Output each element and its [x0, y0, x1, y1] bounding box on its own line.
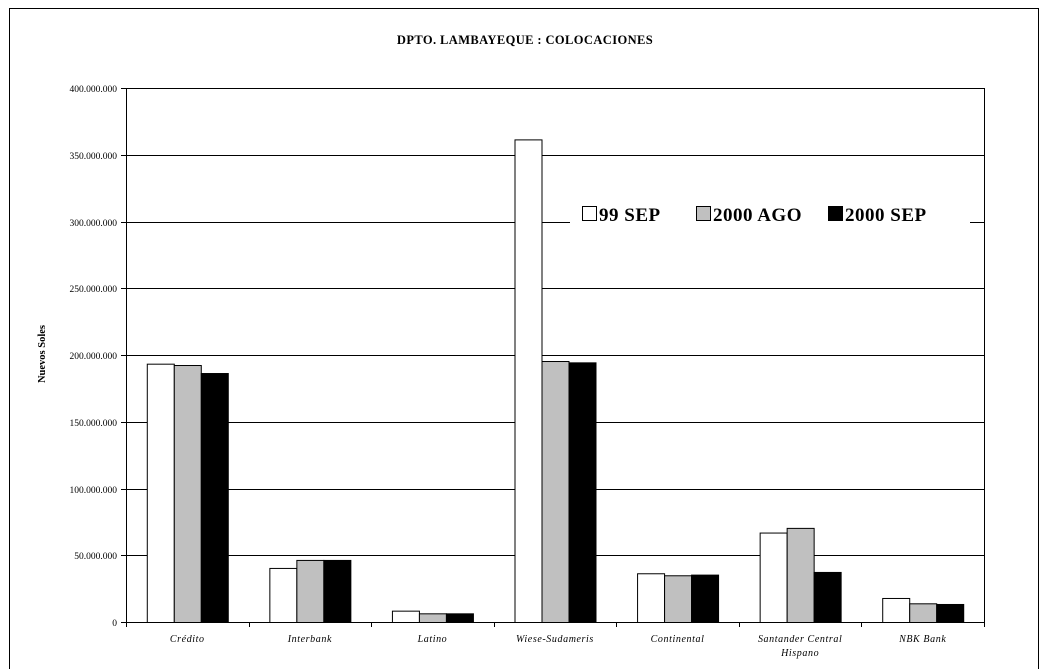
bar	[391, 610, 420, 624]
legend-swatch	[828, 206, 843, 221]
x-tick-label: Santander Central	[758, 634, 842, 645]
y-tick-labels: 0 50.000.000 100.000.000 150.000.000 200.000…	[70, 85, 118, 629]
y-tick-label: 100.000.000	[70, 486, 118, 496]
x-tick-label: Crédito	[170, 634, 205, 645]
y-tick-label: 150.000.000	[70, 419, 118, 429]
legend-label: 2000 AGO	[713, 205, 802, 226]
bar	[813, 571, 842, 623]
bar	[637, 573, 666, 624]
bar	[269, 567, 298, 623]
bar	[936, 603, 965, 623]
bar	[759, 532, 788, 623]
bar	[882, 597, 911, 623]
bar	[173, 365, 202, 623]
legend-label: 99 SEP	[599, 205, 661, 226]
x-tick-label: Latino	[417, 634, 448, 645]
legend-label: 2000 SEP	[845, 205, 927, 226]
x-tick-label: Wiese-Sudameris	[516, 634, 594, 645]
bar	[568, 362, 597, 623]
x-tick-label: Interbank	[287, 634, 332, 645]
bars	[146, 139, 965, 624]
chart-title: DPTO. LAMBAYEQUE : COLOCACIONES	[397, 33, 653, 47]
y-tick-label: 400.000.000	[70, 85, 118, 95]
legend: 99 SEP 2000 AGO 2000 SEP	[570, 194, 970, 240]
x-tick-labels: Crédito Interbank Latino Wiese-Sudameris Con…	[170, 634, 946, 659]
legend-swatch	[696, 206, 711, 221]
y-tick-label: 250.000.000	[70, 285, 118, 295]
legend-box	[570, 194, 970, 240]
legend-swatch	[582, 206, 597, 221]
bar	[296, 559, 325, 623]
bar	[323, 559, 352, 623]
y-axis-label: Nuevos Soles	[37, 325, 48, 383]
x-tick-label: Continental	[651, 634, 705, 645]
bar	[200, 373, 229, 623]
bar	[445, 613, 474, 624]
bar	[514, 139, 543, 624]
y-tick-label: 200.000.000	[70, 352, 118, 362]
bar	[786, 527, 815, 624]
x-tick-label: Hispano	[780, 648, 819, 659]
bar	[664, 575, 693, 624]
bar	[691, 574, 720, 623]
x-tick-label: NBK Bank	[898, 634, 946, 645]
bar	[909, 603, 938, 623]
bar	[418, 613, 447, 624]
y-tick-label: 300.000.000	[70, 219, 118, 229]
y-tick-label: 50.000.000	[74, 552, 117, 562]
bar	[541, 361, 570, 623]
y-tick-label: 350.000.000	[70, 152, 118, 162]
y-tick-label: 0	[112, 619, 117, 629]
axes	[126, 88, 985, 627]
bar	[146, 363, 175, 623]
